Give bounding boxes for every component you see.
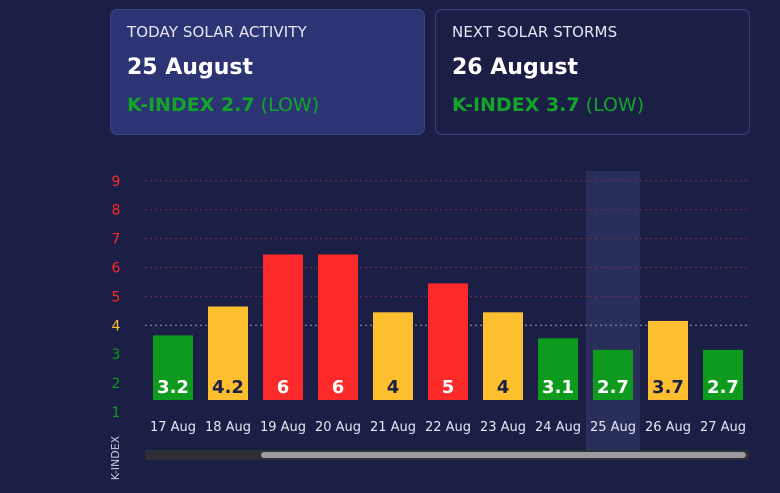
x-tick-label: 19 Aug bbox=[260, 420, 306, 435]
x-tick-label: 23 Aug bbox=[480, 420, 526, 435]
x-tick-label: 20 Aug bbox=[315, 420, 361, 435]
x-tick-label: 21 Aug bbox=[370, 420, 416, 435]
x-tick-label: 17 Aug bbox=[150, 420, 196, 435]
y-tick-label: 2 bbox=[112, 376, 121, 392]
y-tick-label: 8 bbox=[112, 203, 121, 219]
bar[interactable] bbox=[648, 320, 688, 400]
next-storms-card: NEXT SOLAR STORMS 26 August K-INDEX 3.7 … bbox=[435, 9, 750, 135]
x-tick-label: 27 Aug bbox=[700, 420, 746, 435]
bar[interactable] bbox=[153, 335, 193, 400]
y-tick-label: 4 bbox=[112, 318, 121, 334]
bar[interactable] bbox=[483, 312, 523, 400]
today-card-date: 25 August bbox=[127, 55, 253, 80]
next-kindex-line: K-INDEX 3.7 (LOW) bbox=[452, 94, 733, 116]
chart-scrollbar[interactable] bbox=[145, 450, 749, 460]
bar[interactable] bbox=[428, 283, 468, 400]
y-tick-label: 9 bbox=[112, 174, 121, 190]
bar-value-label: 5 bbox=[442, 377, 455, 398]
bar-value-label: 6 bbox=[332, 377, 345, 398]
x-tick-label: 26 Aug bbox=[645, 420, 691, 435]
bar[interactable] bbox=[703, 349, 743, 400]
x-tick-label: 18 Aug bbox=[205, 420, 251, 435]
bar[interactable] bbox=[373, 312, 413, 400]
bar-value-label: 2.7 bbox=[597, 377, 629, 398]
bar[interactable] bbox=[263, 254, 303, 400]
y-tick-label: 1 bbox=[112, 405, 121, 421]
bar-value-label: 4.2 bbox=[212, 377, 244, 398]
bar[interactable] bbox=[593, 349, 633, 400]
bar-value-label: 4 bbox=[497, 377, 510, 398]
y-tick-label: 6 bbox=[112, 261, 121, 277]
bar[interactable] bbox=[538, 338, 578, 400]
bar[interactable] bbox=[318, 254, 358, 400]
next-kindex-level: (LOW) bbox=[585, 94, 645, 116]
chart-scrollbar-thumb[interactable] bbox=[261, 452, 746, 458]
x-tick-label: 25 Aug bbox=[590, 420, 636, 435]
y-tick-label: 7 bbox=[112, 232, 121, 248]
y-axis-label: K-INDEX bbox=[109, 435, 122, 480]
y-tick-label: 3 bbox=[112, 347, 121, 363]
today-activity-card: TODAY SOLAR ACTIVITY 25 August K-INDEX 2… bbox=[110, 9, 425, 135]
next-card-date: 26 August bbox=[452, 55, 578, 80]
next-card-label: NEXT SOLAR STORMS bbox=[452, 23, 618, 41]
y-tick-label: 5 bbox=[112, 289, 121, 305]
x-tick-label: 24 Aug bbox=[535, 420, 581, 435]
bar-value-label: 4 bbox=[387, 377, 400, 398]
next-kindex-value: K-INDEX 3.7 bbox=[452, 94, 580, 116]
highlight-column bbox=[586, 171, 640, 450]
bar-value-label: 3.2 bbox=[157, 377, 189, 398]
bar-value-label: 6 bbox=[277, 377, 290, 398]
bar-value-label: 3.7 bbox=[652, 377, 684, 398]
bar-value-label: 2.7 bbox=[707, 377, 739, 398]
today-kindex-level: (LOW) bbox=[260, 94, 320, 116]
bar[interactable] bbox=[208, 306, 248, 400]
today-kindex-line: K-INDEX 2.7 (LOW) bbox=[127, 94, 408, 116]
today-card-label: TODAY SOLAR ACTIVITY bbox=[127, 23, 307, 41]
bar-value-label: 3.1 bbox=[542, 377, 574, 398]
x-tick-label: 22 Aug bbox=[425, 420, 471, 435]
today-kindex-value: K-INDEX 2.7 bbox=[127, 94, 255, 116]
